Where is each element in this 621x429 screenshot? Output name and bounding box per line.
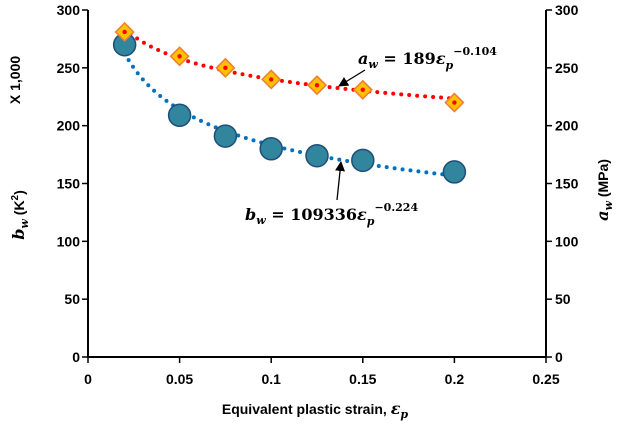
eq-a-sup: −0.104 (453, 45, 497, 58)
eq-a-lhs: a (358, 49, 368, 68)
x-tick-label: 0.15 (349, 371, 376, 387)
x-tick-label: 0.05 (166, 371, 193, 387)
y-left-unit: (K (11, 200, 27, 219)
eq-b-rhs: = 109336 (266, 205, 357, 224)
aw-trend-dot (314, 82, 320, 88)
aw-trend-dot (177, 54, 182, 59)
y-right-tick-label: 100 (555, 233, 579, 249)
x-axis-title: Equivalent plastic strain, εp (222, 399, 409, 421)
y-left-subscript: w (18, 219, 31, 229)
x-title-subscript: p (400, 408, 408, 421)
y-left-tick-label: 50 (64, 291, 80, 307)
y-axis-left-title: bw (K2) (9, 190, 31, 240)
y-left-tick-label: 150 (57, 176, 81, 192)
plot-area (87, 10, 547, 358)
eq-a-var-sub: p (446, 59, 454, 72)
ticks: 0 0.05 0.1 0.15 0.2 0.25 0 50 100 150 200 250 300 0 50… (57, 2, 579, 387)
y-right-tick-label: 300 (555, 2, 579, 18)
eq-b-lhs: b (245, 205, 256, 224)
eq-a-rhs: = 189 (378, 49, 436, 68)
y-right-subscript: w (602, 201, 615, 211)
equation-annotation-b: bw = 109336εp−0.224 (245, 161, 418, 228)
x-tick-label: 0.25 (532, 371, 559, 387)
x-title-text: Equivalent plastic strain, (222, 401, 391, 417)
y-left-tick-label: 0 (72, 349, 80, 365)
y-left-tick-label: 100 (57, 233, 81, 249)
y-right-tick-label: 200 (555, 118, 579, 134)
x-tick-label: 0.2 (445, 371, 465, 387)
x-tick-label: 0 (84, 371, 92, 387)
eq-b-lhs-sub: w (256, 214, 266, 227)
y-left-unit-close: ) (11, 190, 27, 195)
data-markers (112, 21, 467, 184)
multiplier-label: X 1,000 (7, 56, 23, 104)
y-left-tick-label: 200 (57, 118, 81, 134)
eq-a-lhs-sub: w (368, 58, 378, 71)
y-right-symbol: a (593, 211, 612, 221)
arrow-b (335, 161, 346, 201)
aw-trend-dot (122, 29, 127, 35)
y-left-tick-label: 250 (57, 60, 81, 76)
bw-data-point (351, 148, 375, 173)
eq-b-var: ε (357, 205, 367, 224)
y-axis-right-title: aw (MPa) (593, 159, 615, 221)
aw-trend-dot (452, 100, 457, 105)
aw-trend-dot (360, 87, 365, 93)
eq-b-var-sub: p (367, 215, 375, 228)
bw-data-point (442, 160, 467, 184)
y-right-tick-label: 150 (555, 176, 579, 192)
x-title-symbol: ε (391, 399, 401, 418)
y-left-unit-sup: 2 (10, 194, 21, 200)
equation-annotation-a: aw = 189εp−0.104 (338, 45, 497, 87)
y-right-unit: (MPa) (595, 159, 611, 201)
y-right-tick-label: 0 (555, 349, 563, 365)
y-right-tick-label: 250 (555, 60, 579, 76)
arrow-a (338, 69, 366, 87)
eq-b-sup: −0.224 (374, 201, 418, 214)
eq-a-var: ε (436, 49, 446, 68)
bw-data-point (213, 124, 238, 148)
y-left-symbol: b (9, 229, 28, 240)
svg-text:aw = 189εp−0.104: aw = 189εp−0.104 (358, 45, 497, 72)
y-right-tick-label: 50 (555, 291, 571, 307)
svg-text:bw = 109336εp−0.224: bw = 109336εp−0.224 (245, 201, 418, 228)
bw-data-point (305, 143, 329, 168)
aw-trend-dot (223, 65, 228, 71)
aw-trend-dot (269, 77, 274, 82)
y-left-tick-label: 300 (57, 2, 81, 18)
bw-data-point (167, 103, 192, 128)
x-tick-label: 0.1 (261, 371, 281, 387)
bw-data-point (259, 137, 283, 161)
